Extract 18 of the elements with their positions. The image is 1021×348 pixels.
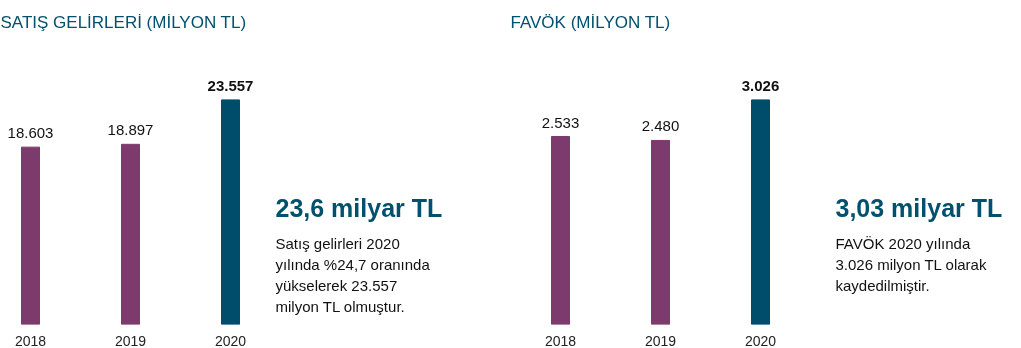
chart-title: SATIŞ GELİRLERİ (MİLYON TL) [0,12,247,32]
chart-title: FAVÖK (MİLYON TL) [510,12,671,32]
data-label: 18.897 [107,121,154,139]
x-tick-label: 2020 [744,332,777,348]
data-label: 3.026 [741,76,780,94]
x-tick-label: 2018 [544,332,577,348]
data-label: 18.603 [7,124,54,142]
text: FAVÖK 2020 yılında 3.026 milyon TL olarak kaydedilmiştir. [835,234,987,295]
data-label: 2.480 [641,117,680,135]
x-tick-label: 2019 [114,332,147,348]
text: 3,03 milyar TL [835,193,1003,222]
annotation: 23,6 milyar TL [275,193,443,222]
x-tick-label: 2018 [14,332,47,348]
data-label: 23.557 [207,76,254,94]
data-label: 2.533 [541,113,580,131]
annotation: Satış gelirleri 2020 yılında %24,7 oranında yükselerek 23.557 milyon TL olmuştur. [275,234,431,316]
x-tick-label: 2020 [214,332,247,348]
x-tick-label: 2019 [644,332,677,348]
